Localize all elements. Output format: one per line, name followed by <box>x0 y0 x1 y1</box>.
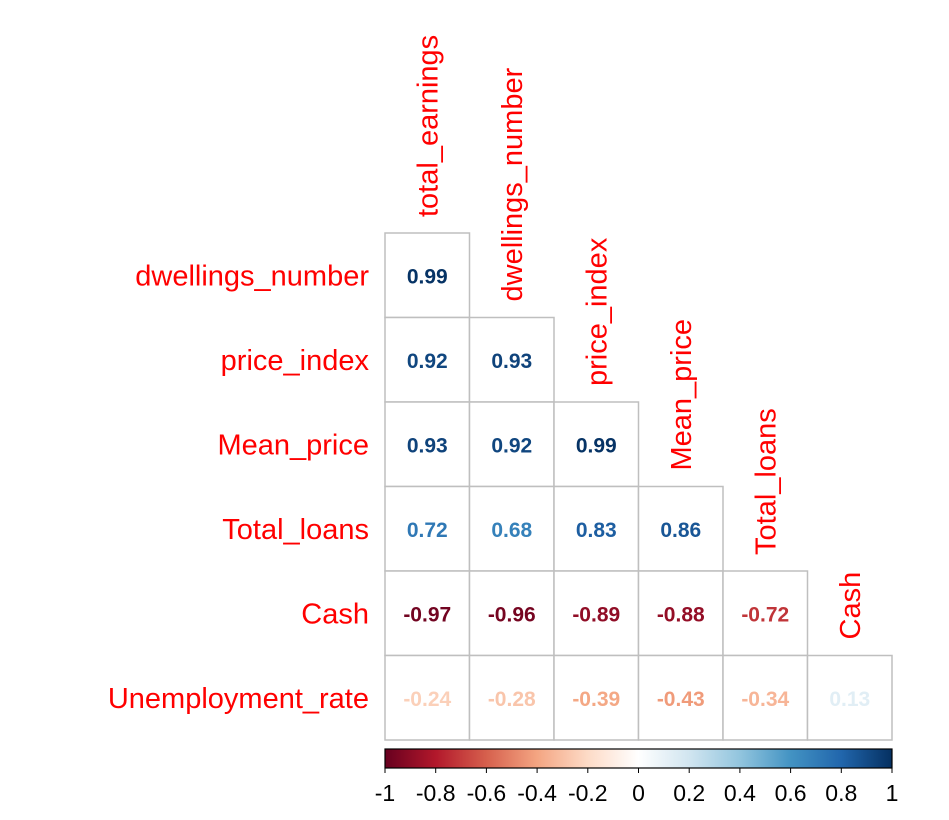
cell-dwellings_number-total_earnings <box>384 232 471 319</box>
value-label: -0.96 <box>488 603 536 626</box>
value-label: 0.13 <box>829 688 870 711</box>
colorbar-tick-label: -1 <box>375 780 395 806</box>
column-label: Mean_price <box>666 319 698 471</box>
colorbar: -1 -0.8 -0.6 -0.4 -0.2 0 0.2 0.4 0.6 0.8 1 <box>375 748 899 806</box>
value-label: 0.93 <box>491 350 532 373</box>
colorbar-tick-label: 0.2 <box>673 780 705 806</box>
cell-grid <box>384 232 893 741</box>
colorbar-tick-label: -0.6 <box>467 780 507 806</box>
row-label: price_index <box>221 345 370 377</box>
value-label: 0.92 <box>407 350 448 373</box>
value-label: -0.97 <box>403 603 451 626</box>
cell-price_index-dwellings_number <box>468 316 555 403</box>
cell-Unemployment_rate-dwellings_number <box>468 654 555 741</box>
colorbar-gradient <box>384 748 893 769</box>
value-label: -0.24 <box>403 688 451 711</box>
colorbar-tick-label: -0.4 <box>517 780 557 806</box>
value-label: -0.39 <box>572 688 620 711</box>
cell-Unemployment_rate-price_index <box>553 654 640 741</box>
value-label: -0.28 <box>488 688 536 711</box>
cell-Mean_price-price_index <box>553 401 640 488</box>
value-label: 0.93 <box>407 434 448 457</box>
colorbar-tick-label: 0.6 <box>775 780 807 806</box>
cell-Unemployment_rate-Cash <box>806 654 893 741</box>
value-label: -0.34 <box>741 688 789 711</box>
colorbar-tick-label: 0.8 <box>825 780 857 806</box>
cell-Unemployment_rate-Mean_price <box>637 654 724 741</box>
column-labels: total_earnings dwellings_number price_inde… <box>412 35 867 640</box>
row-label: Mean_price <box>217 429 369 461</box>
colorbar-tick-label: 0 <box>632 780 645 806</box>
value-label: 0.68 <box>491 519 532 542</box>
value-label: -0.88 <box>657 603 705 626</box>
row-label: Unemployment_rate <box>108 683 369 715</box>
row-label: Cash <box>301 598 369 630</box>
colorbar-tick-label: -0.8 <box>416 780 456 806</box>
value-label: -0.43 <box>657 688 705 711</box>
column-label: Cash <box>835 572 867 640</box>
value-label: 0.83 <box>576 519 617 542</box>
column-label: Total_loans <box>750 408 782 555</box>
column-label: dwellings_number <box>497 67 529 301</box>
value-label: 0.92 <box>491 434 532 457</box>
value-label: -0.89 <box>572 603 620 626</box>
colorbar-tick-label: 0.4 <box>724 780 756 806</box>
column-label: total_earnings <box>412 35 444 217</box>
row-label: dwellings_number <box>135 260 369 292</box>
row-labels: dwellings_number price_index Mean_price Tot… <box>108 260 370 715</box>
cell-Unemployment_rate-Total_loans <box>722 654 809 741</box>
cell-Cash-Mean_price <box>637 570 724 657</box>
value-label: 0.86 <box>660 519 701 542</box>
value-labels: 0.99 0.92 0.93 0.93 0.92 0.99 0.72 0.68 0.83 0.86… <box>403 265 870 711</box>
column-label: price_index <box>581 237 613 386</box>
colorbar-tick-label: -0.2 <box>568 780 608 806</box>
value-label: -0.72 <box>741 603 789 626</box>
row-label: Total_loans <box>222 514 369 546</box>
value-label: 0.99 <box>576 434 617 457</box>
colorbar-tick-label: 1 <box>886 780 899 806</box>
cell-Cash-dwellings_number <box>468 570 555 657</box>
cell-Total_loans-dwellings_number <box>468 485 555 572</box>
value-label: 0.99 <box>407 265 448 288</box>
cell-Total_loans-Mean_price <box>637 485 724 572</box>
value-label: 0.72 <box>407 519 448 542</box>
cell-price_index-total_earnings <box>384 316 471 403</box>
cell-Unemployment_rate-total_earnings <box>384 654 471 741</box>
